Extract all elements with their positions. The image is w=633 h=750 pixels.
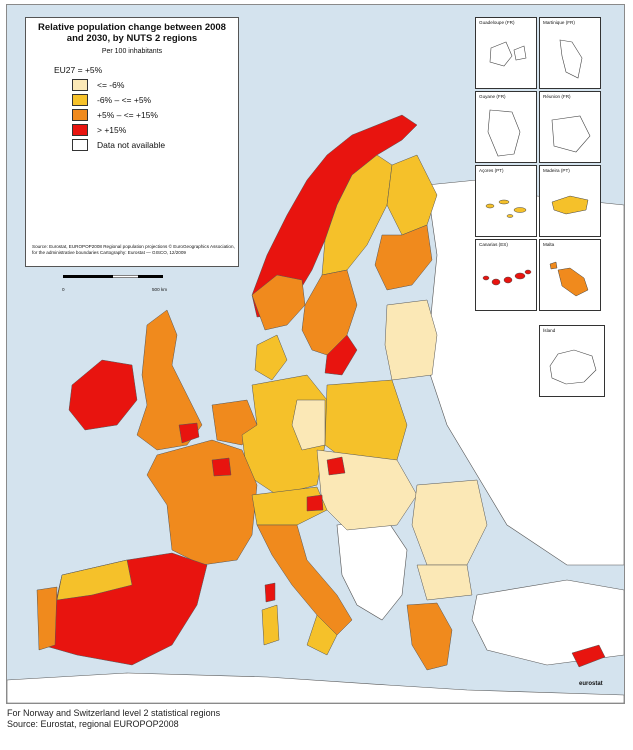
region-portugal [36, 586, 58, 651]
inset-label: Ísland [543, 328, 556, 333]
region-greece [406, 602, 453, 671]
logo-text: eurostat [579, 681, 603, 687]
region-cyprus [571, 644, 606, 668]
legend-item: +5% – <= +15% [72, 109, 232, 121]
legend-item-label: > +15% [97, 125, 127, 135]
footer: For Norway and Switzerland level 2 stati… [7, 708, 220, 730]
region-baltics [384, 299, 438, 381]
inset-azores: Açores (PT) [475, 165, 537, 237]
legend-item: <= -6% [72, 79, 232, 91]
legend-swatch [72, 109, 88, 121]
region-sweden-stockholm [324, 334, 358, 376]
legend-swatch [72, 139, 88, 151]
land-north-africa [7, 672, 624, 703]
legend-item: > +15% [72, 124, 232, 136]
inset-shape [487, 109, 521, 157]
region-sardinia [261, 604, 280, 646]
inset-reunion: Réunion (FR) [539, 91, 601, 163]
legend-source: Source: Eurostat, EUROPOP2008 Regional p… [32, 244, 235, 255]
region-finland-south [374, 224, 433, 291]
inset-madeira: Madeira (PT) [539, 165, 601, 237]
inset-malta: Malta [539, 239, 601, 311]
scale-label-zero: 0 [62, 287, 65, 292]
inset-shape [549, 261, 589, 297]
inset-shape [559, 39, 583, 79]
inset-label: Réunion (FR) [543, 94, 571, 99]
legend-title: Relative population change between 2008 … [38, 22, 226, 44]
inset-label: Açores (PT) [479, 168, 504, 173]
legend-item: -6% – <= +5% [72, 94, 232, 106]
scale-label-max: 500 km [152, 287, 168, 292]
footer-note: For Norway and Switzerland level 2 stati… [7, 708, 221, 718]
region-paris [211, 457, 232, 477]
inset-martinique: Martinique (FR) [539, 17, 601, 89]
inset-shape [551, 195, 589, 215]
region-germany-east [291, 399, 326, 451]
region-corsica [264, 582, 276, 603]
region-finland-north [386, 154, 438, 236]
region-poland [324, 379, 408, 466]
inset-shape [482, 269, 532, 286]
inset-shape [549, 349, 597, 385]
inset-label: Canarias (ES) [479, 242, 508, 247]
inset-label: Guyane (FR) [479, 94, 506, 99]
region-romania [411, 479, 488, 566]
region-denmark [254, 334, 288, 381]
inset-label: Guadeloupe (FR) [479, 20, 515, 25]
legend-item-label: +5% – <= +15% [97, 110, 158, 120]
region-prague [326, 456, 346, 476]
land-balkans-nonEU [336, 519, 408, 621]
map-frame: Relative population change between 2008 … [6, 4, 625, 704]
region-ireland [68, 359, 138, 431]
inset-shape [551, 115, 591, 153]
inset-canarias: Canarias (ES) [475, 239, 537, 311]
region-bulgaria [416, 564, 473, 601]
legend-item-label: -6% – <= +5% [97, 95, 152, 105]
legend-swatch [72, 79, 88, 91]
legend-item: Data not available [72, 139, 232, 151]
region-london [178, 422, 200, 444]
legend-item-label: <= -6% [97, 80, 125, 90]
footer-source: Source: Eurostat, regional EUROPOP2008 [7, 719, 179, 729]
legend-swatch [72, 124, 88, 136]
inset-label: Malta [543, 242, 555, 247]
region-spain-north [56, 559, 133, 601]
region-alps [251, 486, 328, 526]
region-france [146, 439, 258, 566]
region-italy-south [306, 614, 338, 656]
region-italy [256, 524, 353, 636]
inset-label: Martinique (FR) [543, 20, 575, 25]
inset-iceland: Ísland [539, 325, 605, 397]
inset-shape [489, 41, 527, 67]
scale-bar [63, 275, 163, 278]
map-legend: Relative population change between 2008 … [25, 17, 239, 267]
inset-guyane: Guyane (FR) [475, 91, 537, 163]
legend-eu27-value: EU27 = +5% [54, 65, 103, 75]
region-vienna [306, 494, 324, 512]
eurostat-logo: eurostat [579, 673, 615, 695]
legend-subtitle: Per 100 inhabitants [101, 48, 163, 55]
inset-shape [485, 199, 527, 218]
legend-item-label: Data not available [97, 140, 166, 150]
legend-swatch [72, 94, 88, 106]
inset-guadeloupe: Guadeloupe (FR) [475, 17, 537, 89]
inset-label: Madeira (PT) [543, 168, 570, 173]
